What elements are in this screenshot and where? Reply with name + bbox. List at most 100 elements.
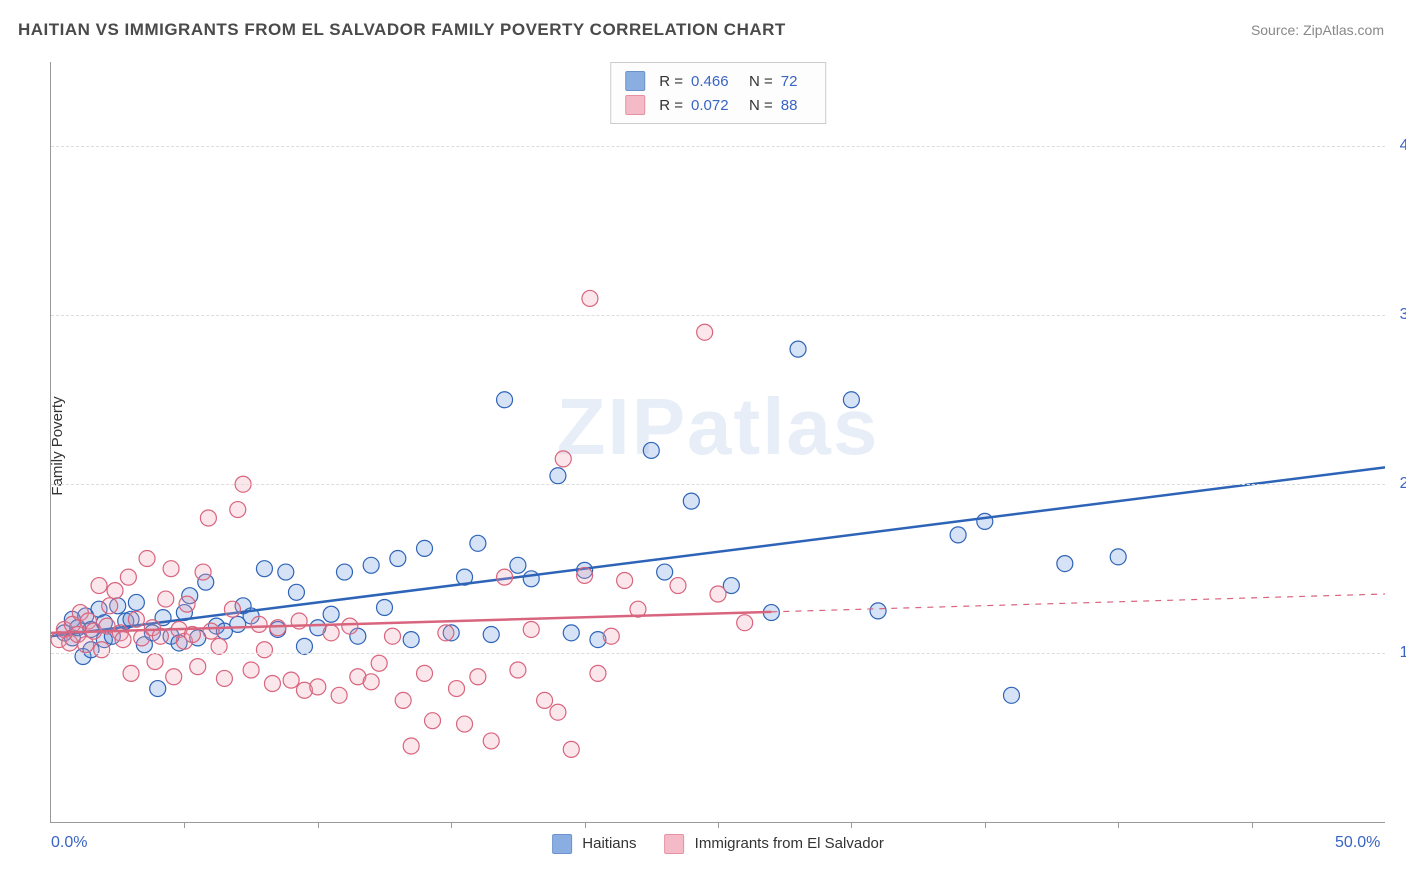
gridline bbox=[51, 146, 1385, 147]
data-point bbox=[200, 510, 216, 526]
data-point bbox=[577, 567, 593, 583]
data-point bbox=[697, 324, 713, 340]
data-point bbox=[977, 513, 993, 529]
data-point bbox=[385, 628, 401, 644]
n-value-haitians: 72 bbox=[781, 73, 811, 90]
data-point bbox=[278, 564, 294, 580]
data-point bbox=[211, 638, 227, 654]
data-point bbox=[657, 564, 673, 580]
n-label: N = bbox=[749, 97, 773, 114]
data-point bbox=[537, 692, 553, 708]
data-point bbox=[310, 679, 326, 695]
data-point bbox=[264, 676, 280, 692]
y-tick-label: 10.0% bbox=[1400, 644, 1406, 662]
data-point bbox=[243, 662, 259, 678]
legend-item-elsalvador: Immigrants from El Salvador bbox=[664, 834, 883, 854]
data-point bbox=[550, 468, 566, 484]
data-point bbox=[128, 611, 144, 627]
data-point bbox=[371, 655, 387, 671]
chart-plot-area: ZIPatlas R = 0.466 N = 72 R = 0.072 N = … bbox=[50, 62, 1385, 823]
r-label: R = bbox=[659, 97, 683, 114]
x-tick bbox=[851, 822, 852, 828]
data-point bbox=[342, 618, 358, 634]
data-point bbox=[403, 632, 419, 648]
data-point bbox=[179, 596, 195, 612]
data-point bbox=[158, 591, 174, 607]
n-label: N = bbox=[749, 73, 773, 90]
x-tick bbox=[585, 822, 586, 828]
data-point bbox=[523, 621, 539, 637]
data-point bbox=[523, 571, 539, 587]
legend-label-haitians: Haitians bbox=[582, 835, 636, 852]
data-point bbox=[216, 670, 232, 686]
data-point bbox=[643, 442, 659, 458]
data-point bbox=[483, 627, 499, 643]
data-point bbox=[224, 601, 240, 617]
data-point bbox=[336, 564, 352, 580]
chart-title: HAITIAN VS IMMIGRANTS FROM EL SALVADOR F… bbox=[18, 20, 786, 40]
x-tick bbox=[1118, 822, 1119, 828]
data-point bbox=[670, 578, 686, 594]
x-tick bbox=[985, 822, 986, 828]
trend-line bbox=[51, 467, 1385, 636]
data-point bbox=[296, 638, 312, 654]
swatch-haitians bbox=[625, 71, 645, 91]
data-point bbox=[363, 557, 379, 573]
data-point bbox=[377, 600, 393, 616]
y-tick-label: 30.0% bbox=[1400, 306, 1406, 324]
data-point bbox=[256, 642, 272, 658]
y-tick-label: 40.0% bbox=[1400, 137, 1406, 155]
data-point bbox=[256, 561, 272, 577]
swatch-elsalvador bbox=[625, 95, 645, 115]
legend-item-haitians: Haitians bbox=[552, 834, 636, 854]
data-point bbox=[497, 569, 513, 585]
series-legend: Haitians Immigrants from El Salvador bbox=[552, 834, 884, 854]
data-point bbox=[270, 620, 286, 636]
data-point bbox=[331, 687, 347, 703]
data-point bbox=[617, 572, 633, 588]
swatch-haitians-bottom bbox=[552, 834, 572, 854]
data-point bbox=[1110, 549, 1126, 565]
data-point bbox=[449, 681, 465, 697]
data-point bbox=[1057, 556, 1073, 572]
data-point bbox=[417, 540, 433, 556]
data-point bbox=[115, 632, 131, 648]
data-point bbox=[438, 625, 454, 641]
data-point bbox=[550, 704, 566, 720]
source-attribution: Source: ZipAtlas.com bbox=[1251, 22, 1384, 38]
data-point bbox=[590, 665, 606, 681]
x-tick-label: 50.0% bbox=[1335, 834, 1380, 852]
data-point bbox=[102, 598, 118, 614]
data-point bbox=[363, 674, 379, 690]
data-point bbox=[203, 623, 219, 639]
data-point bbox=[323, 625, 339, 641]
data-point bbox=[147, 654, 163, 670]
data-point bbox=[510, 662, 526, 678]
data-point bbox=[710, 586, 726, 602]
data-point bbox=[470, 535, 486, 551]
y-tick-label: 20.0% bbox=[1400, 475, 1406, 493]
data-point bbox=[128, 594, 144, 610]
scatter-svg bbox=[51, 62, 1385, 822]
data-point bbox=[555, 451, 571, 467]
data-point bbox=[457, 716, 473, 732]
data-point bbox=[582, 290, 598, 306]
data-point bbox=[150, 681, 166, 697]
legend-row-elsalvador: R = 0.072 N = 88 bbox=[625, 93, 811, 117]
data-point bbox=[163, 561, 179, 577]
data-point bbox=[497, 392, 513, 408]
data-point bbox=[166, 669, 182, 685]
data-point bbox=[737, 615, 753, 631]
data-point bbox=[120, 569, 136, 585]
data-point bbox=[107, 583, 123, 599]
data-point bbox=[91, 578, 107, 594]
correlation-legend: R = 0.466 N = 72 R = 0.072 N = 88 bbox=[610, 62, 826, 124]
data-point bbox=[483, 733, 499, 749]
legend-row-haitians: R = 0.466 N = 72 bbox=[625, 69, 811, 93]
swatch-elsalvador-bottom bbox=[664, 834, 684, 854]
gridline bbox=[51, 653, 1385, 654]
data-point bbox=[950, 527, 966, 543]
data-point bbox=[790, 341, 806, 357]
x-tick-label: 0.0% bbox=[51, 834, 87, 852]
trend-line-dashed bbox=[771, 594, 1385, 612]
